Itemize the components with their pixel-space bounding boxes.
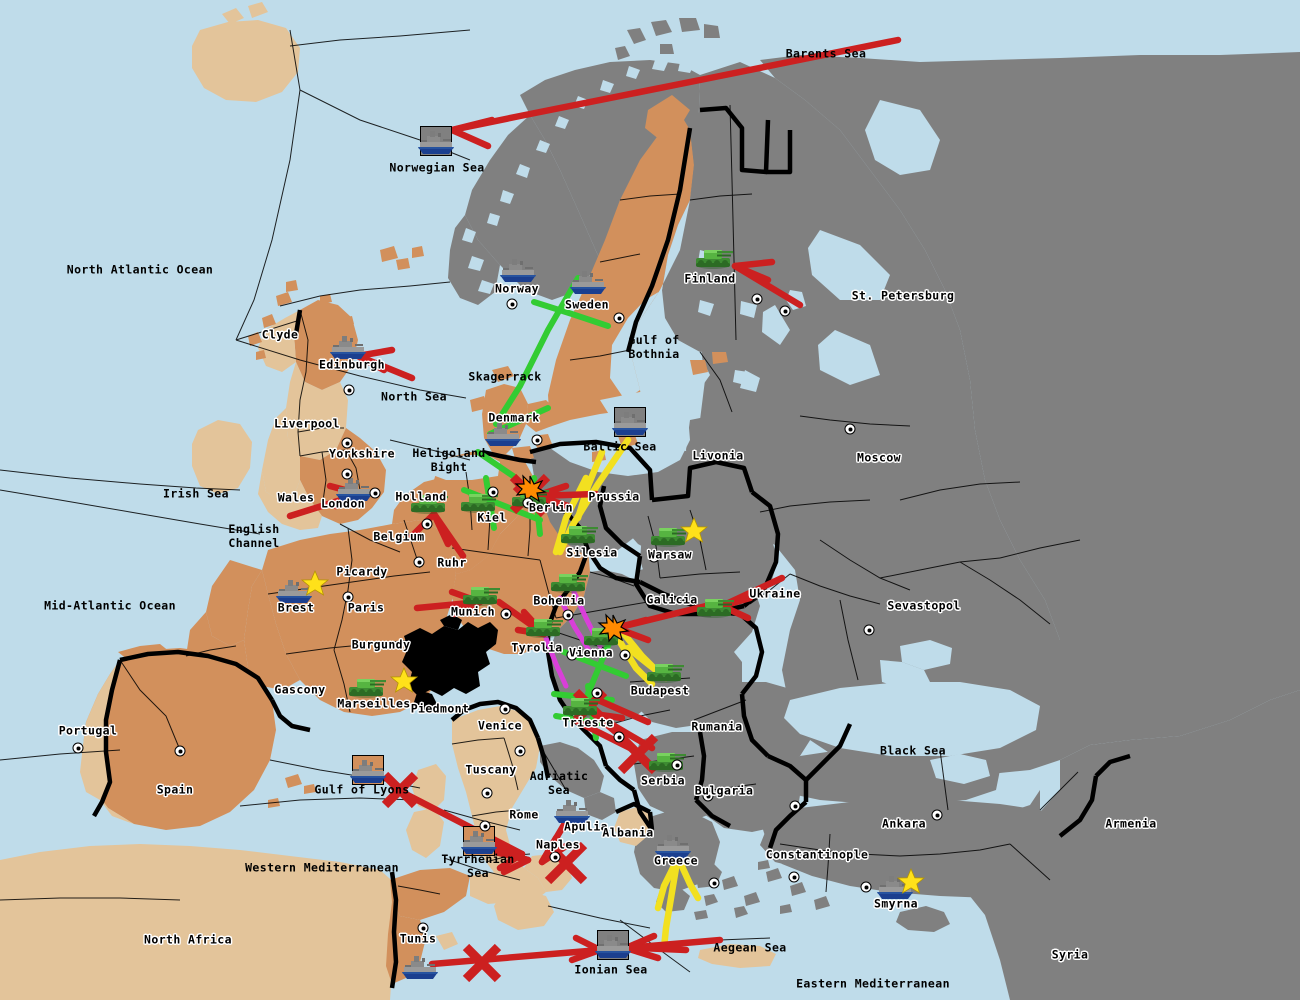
supply-center-dot [341,437,353,449]
supply-center-dot [591,687,603,699]
supply-center-dot [566,649,578,661]
supply-center-dot [417,922,429,934]
supply-center-dot [613,731,625,743]
supply-center-dot [413,556,425,568]
supply-center-dot [342,591,354,603]
supply-center-dot [479,820,491,832]
supply-center-dot [341,468,353,480]
supply-center-dot [369,487,381,499]
unit-box-norwegian-sea[interactable] [420,126,452,156]
supply-center-dot [648,551,660,563]
supply-center-dot [487,486,499,498]
supply-center-dot [779,305,791,317]
supply-center-dot [481,787,493,799]
supply-center-dot [860,881,872,893]
supply-center-dot [702,790,714,802]
supply-center-dot [708,877,720,889]
supply-center-dot [789,800,801,812]
supply-center-dot [751,293,763,305]
unit-box-baltic-sea[interactable] [614,407,646,437]
supply-center-dot [931,809,943,821]
unit-box-tyrrhenian-sea[interactable] [463,826,495,856]
supply-center-dot [562,609,574,621]
supply-center-dot [863,624,875,636]
supply-center-dot [421,518,433,530]
supply-center-dot [844,423,856,435]
unit-box-gulf-of-lyons[interactable] [352,755,384,785]
supply-center-dot [619,649,631,661]
supply-center-dot [506,298,518,310]
supply-center-dot [613,312,625,324]
supply-center-dot [549,851,561,863]
supply-center-dot [522,497,534,509]
supply-center-dot [343,384,355,396]
supply-center-dot [174,745,186,757]
supply-center-dot [514,745,526,757]
supply-center-dot [671,759,683,771]
supply-center-dot [500,608,512,620]
supply-center-dot [72,742,84,754]
unit-box-ionian-sea[interactable] [597,930,629,960]
supply-center-dot [788,871,800,883]
supply-center-dot [499,703,511,715]
supply-center-dot [531,434,543,446]
